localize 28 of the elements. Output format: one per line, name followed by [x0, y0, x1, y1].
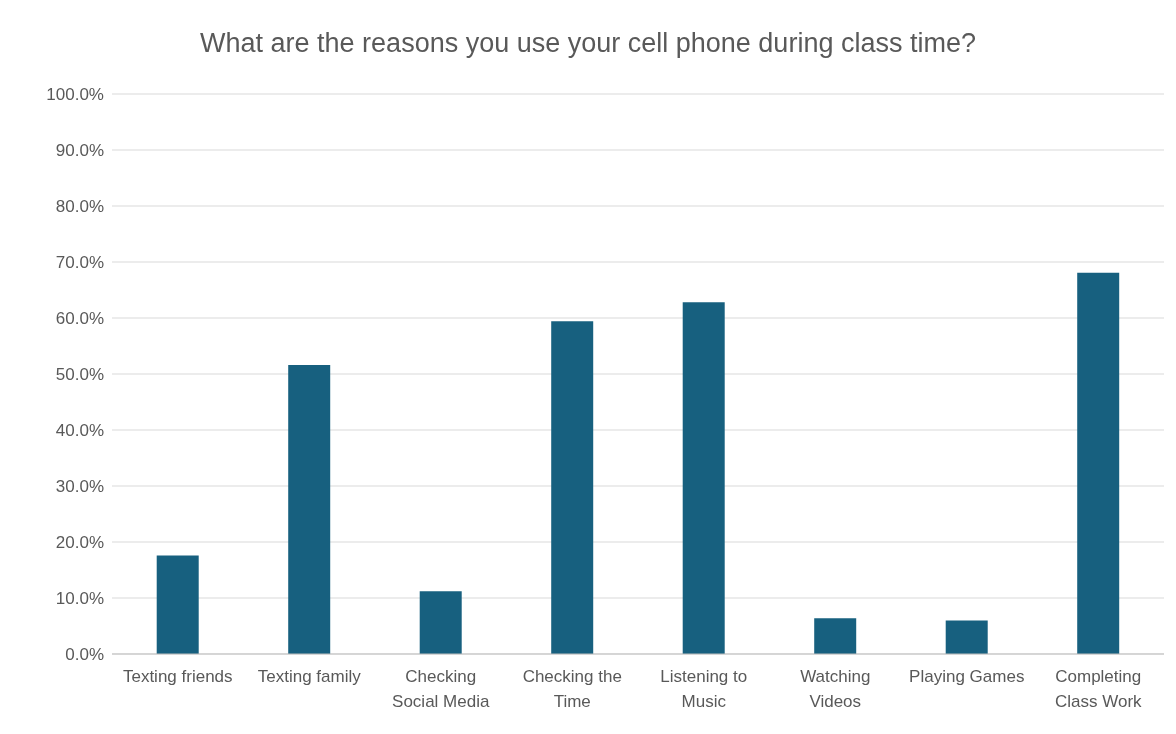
x-tick-label: Listening to Music [660, 667, 748, 711]
chart-title: What are the reasons you use your cell phone during class time? [199, 27, 977, 60]
x-tick-label: Watching Videos [800, 667, 871, 711]
y-tick-label: 40.0% [55, 421, 104, 441]
bar [156, 555, 199, 654]
y-tick-label: 80.0% [55, 197, 104, 217]
x-tick-label: Checking Social Media [392, 667, 490, 711]
y-tick-label: 50.0% [55, 365, 104, 385]
bar [1077, 272, 1120, 654]
bar [682, 302, 725, 654]
bar [288, 365, 331, 654]
x-tick-label: Checking the Time [522, 667, 622, 711]
x-tick-label: Texting friends [122, 667, 233, 686]
bar [945, 620, 988, 654]
x-tick-label: Playing Games [909, 667, 1025, 686]
y-tick-label: 30.0% [55, 477, 104, 497]
y-tick-label: 60.0% [55, 309, 104, 329]
x-tick-label: Completing Class Work [1054, 667, 1143, 711]
y-tick-label: 0.0% [65, 645, 104, 665]
bar [551, 321, 594, 654]
y-tick-label: 20.0% [55, 533, 104, 553]
x-tick-label: Texting family [257, 667, 362, 686]
y-tick-label: 10.0% [55, 589, 104, 609]
y-tick-label: 100.0% [46, 85, 104, 105]
bar [814, 618, 857, 654]
bar [419, 591, 462, 654]
y-tick-label: 70.0% [55, 253, 104, 273]
y-tick-label: 90.0% [55, 141, 104, 161]
